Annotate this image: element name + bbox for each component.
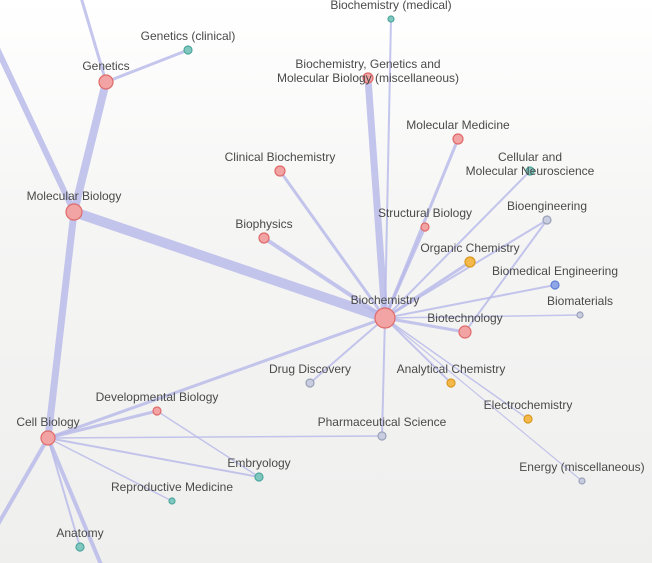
network-graph: BiochemistryMolecular BiologyGeneticsGen… [0,0,652,563]
node-clinical_biochem[interactable] [275,166,285,176]
node-label-drug_discovery: Drug Discovery [269,362,351,376]
node-label-molecular_medicine: Molecular Medicine [406,118,510,132]
node-cell_biology[interactable] [41,431,55,445]
node-label-anatomy: Anatomy [56,526,103,540]
node-biochemistry[interactable] [375,308,395,328]
edge [74,212,385,318]
node-anatomy[interactable] [76,543,84,551]
edge [48,212,74,438]
edge [48,436,382,438]
edge [0,0,74,212]
node-embryology[interactable] [255,473,263,481]
node-biotechnology[interactable] [459,326,471,338]
node-biochem_medical[interactable] [388,16,394,22]
node-label-developmental_bio: Developmental Biology [96,390,219,404]
edge [106,50,188,82]
edge [385,315,580,318]
edge [310,318,385,383]
node-bgm_misc[interactable] [363,73,373,83]
node-cell_mol_neuro[interactable] [526,167,534,175]
node-genetics_clinical[interactable] [184,46,192,54]
edge [70,0,106,82]
edge [385,19,391,318]
node-electrochemistry[interactable] [524,415,532,423]
node-structural_biology[interactable] [421,223,429,231]
edge [385,318,582,481]
node-drug_discovery[interactable] [306,379,314,387]
node-energy_misc[interactable] [579,478,585,484]
node-genetics[interactable] [99,75,113,89]
node-label-biophysics: Biophysics [235,217,292,231]
node-label-energy_misc: Energy (miscellaneous) [519,460,644,474]
nodes-layer [41,16,585,551]
node-biophysics[interactable] [259,233,269,243]
edge [48,438,172,501]
node-label-cell_mol_neuro: Cellular and [498,150,562,164]
node-bioengineering[interactable] [543,216,551,224]
node-organic_chem[interactable] [465,257,475,267]
edge [0,438,48,563]
node-developmental_bio[interactable] [153,407,161,415]
node-label-bgm_misc: Biochemistry, Genetics and [295,57,440,71]
node-pharma_sci[interactable] [378,432,386,440]
edge [368,78,385,318]
node-label-reproductive_med: Reproductive Medicine [111,480,233,494]
edges-layer [0,0,582,563]
node-label-biomaterials: Biomaterials [547,294,613,308]
node-molecular_medicine[interactable] [453,134,463,144]
node-label-genetics_clinical: Genetics (clinical) [141,29,236,43]
node-label-clinical_biochem: Clinical Biochemistry [225,150,336,164]
node-biomaterials[interactable] [577,312,583,318]
node-label-biochem_medical: Biochemistry (medical) [330,0,451,12]
node-analytical_chem[interactable] [447,379,455,387]
edge [385,318,528,419]
edge [74,82,106,212]
edge [48,411,157,438]
edge [48,318,385,438]
node-label-bioengineering: Bioengineering [507,199,587,213]
edge [48,438,259,477]
node-label-genetics: Genetics [82,59,129,73]
edge [382,318,385,436]
node-reproductive_med[interactable] [169,498,175,504]
node-biomed_eng[interactable] [551,281,559,289]
node-molecular_biology[interactable] [66,204,82,220]
node-label-organic_chem: Organic Chemistry [420,241,519,255]
node-label-biotechnology: Biotechnology [427,311,502,325]
